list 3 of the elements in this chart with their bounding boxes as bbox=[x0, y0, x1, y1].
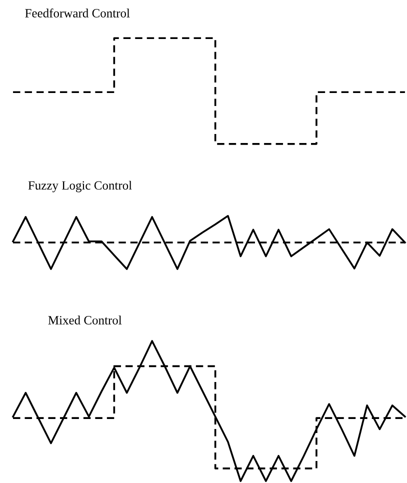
chart-title: Feedforward Control bbox=[25, 8, 130, 18]
chart-title: Mixed Control bbox=[48, 316, 122, 324]
chart-title: Fuzzy Logic Control bbox=[28, 180, 132, 192]
